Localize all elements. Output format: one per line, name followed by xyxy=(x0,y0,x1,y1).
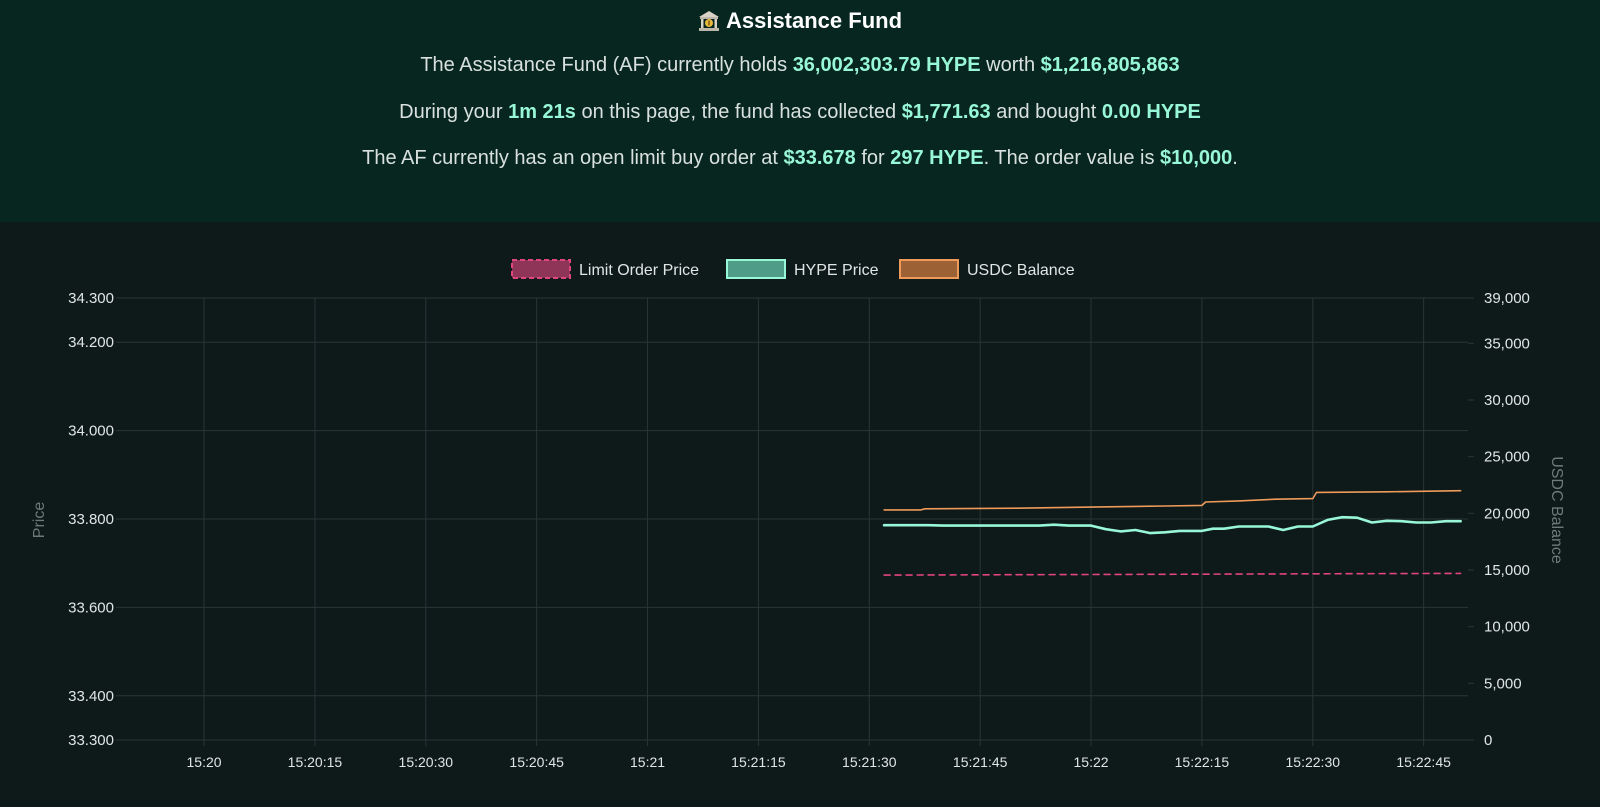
right-tick-label: 30,000 xyxy=(1484,392,1530,409)
left-tick-label: 33.300 xyxy=(68,732,114,749)
limit-order-price-line xyxy=(883,572,1462,576)
session-mid2: and bought xyxy=(990,101,1102,123)
x-tick-label: 15:22:45 xyxy=(1396,754,1451,770)
right-tick-label: 35,000 xyxy=(1484,335,1530,352)
x-tick-label: 15:20 xyxy=(187,754,222,770)
legend-label-hype[interactable]: HYPE Price xyxy=(794,262,879,279)
x-tick-label: 15:21:45 xyxy=(953,754,1008,770)
x-tick-label: 15:20:45 xyxy=(509,754,564,770)
legend-swatch-limit xyxy=(511,259,571,279)
left-tick-label: 34.300 xyxy=(68,290,114,307)
session-line: During your 1m 21s on this page, the fun… xyxy=(0,101,1600,124)
order-line: The AF currently has an open limit buy o… xyxy=(0,147,1600,170)
right-tick-label: 0 xyxy=(1484,732,1492,749)
order-post: . xyxy=(1232,147,1238,169)
chart-svg[interactable]: 15:20 15:20:15 15:20:30 15:20:45 15:21 15:21:… xyxy=(0,222,1600,802)
hype-holdings: 36,002,303.79 HYPE xyxy=(792,54,981,76)
right-tick-label: 20,000 xyxy=(1484,505,1530,522)
right-tick-label: 15,000 xyxy=(1484,562,1530,579)
legend-label-usdc[interactable]: USDC Balance xyxy=(967,262,1075,279)
left-tick-label: 33.800 xyxy=(68,511,114,528)
session-duration: 1m 21s xyxy=(508,101,576,123)
left-tick-label: 33.400 xyxy=(68,688,114,705)
holdings-mid: worth xyxy=(980,54,1041,76)
page-title: Assistance Fund xyxy=(0,8,1600,34)
order-pre: The AF currently has an open limit buy o… xyxy=(362,147,784,169)
order-mid2: . The order value is xyxy=(983,147,1160,169)
summary-header: Assistance Fund The Assistance Fund (AF)… xyxy=(0,0,1600,222)
x-tick-label: 15:22 xyxy=(1074,754,1109,770)
session-mid1: on this page, the fund has collected xyxy=(575,101,902,123)
left-tick-label: 33.600 xyxy=(68,599,114,616)
x-tick-label: 15:21 xyxy=(630,754,665,770)
left-tick-label: 34.200 xyxy=(68,334,114,351)
holdings-pre: The Assistance Fund (AF) currently holds xyxy=(420,54,793,76)
title-text: Assistance Fund xyxy=(725,8,903,33)
legend-swatch-hype xyxy=(726,259,786,279)
session-bought: 0.00 HYPE xyxy=(1101,101,1201,123)
left-axis-title: Price xyxy=(31,502,48,539)
order-qty: 297 HYPE xyxy=(890,147,984,169)
holdings-usd-value: $1,216,805,863 xyxy=(1040,54,1180,76)
right-axis-title: USDC Balance xyxy=(1548,456,1565,564)
order-value: $10,000 xyxy=(1160,147,1233,169)
right-tick-label: 5,000 xyxy=(1484,675,1522,692)
right-tick-label: 25,000 xyxy=(1484,449,1530,466)
right-tick-label: 10,000 xyxy=(1484,619,1530,636)
order-mid1: for xyxy=(855,147,891,169)
hype-price-line xyxy=(882,515,1462,535)
x-tick-label: 15:22:30 xyxy=(1286,754,1341,770)
legend-swatch-usdc xyxy=(899,259,959,279)
holdings-line: The Assistance Fund (AF) currently holds… xyxy=(0,54,1600,77)
left-tick-label: 34.000 xyxy=(68,423,114,440)
price-chart[interactable]: 15:20 15:20:15 15:20:30 15:20:45 15:21 15:21:… xyxy=(0,222,1600,802)
x-tick-label: 15:20:30 xyxy=(399,754,454,770)
session-pre: During your xyxy=(399,101,509,123)
order-price: $33.678 xyxy=(783,147,856,169)
x-tick-label: 15:21:30 xyxy=(842,754,897,770)
x-tick-label: 15:20:15 xyxy=(288,754,343,770)
x-tick-label: 15:21:15 xyxy=(731,754,786,770)
legend-label-limit[interactable]: Limit Order Price xyxy=(579,262,699,279)
x-tick-label: 15:22:15 xyxy=(1175,754,1230,770)
right-tick-label: 39,000 xyxy=(1484,290,1530,307)
usdc-balance-line xyxy=(883,489,1462,511)
session-collected: $1,771.63 xyxy=(901,101,991,123)
bank-icon xyxy=(698,10,720,32)
